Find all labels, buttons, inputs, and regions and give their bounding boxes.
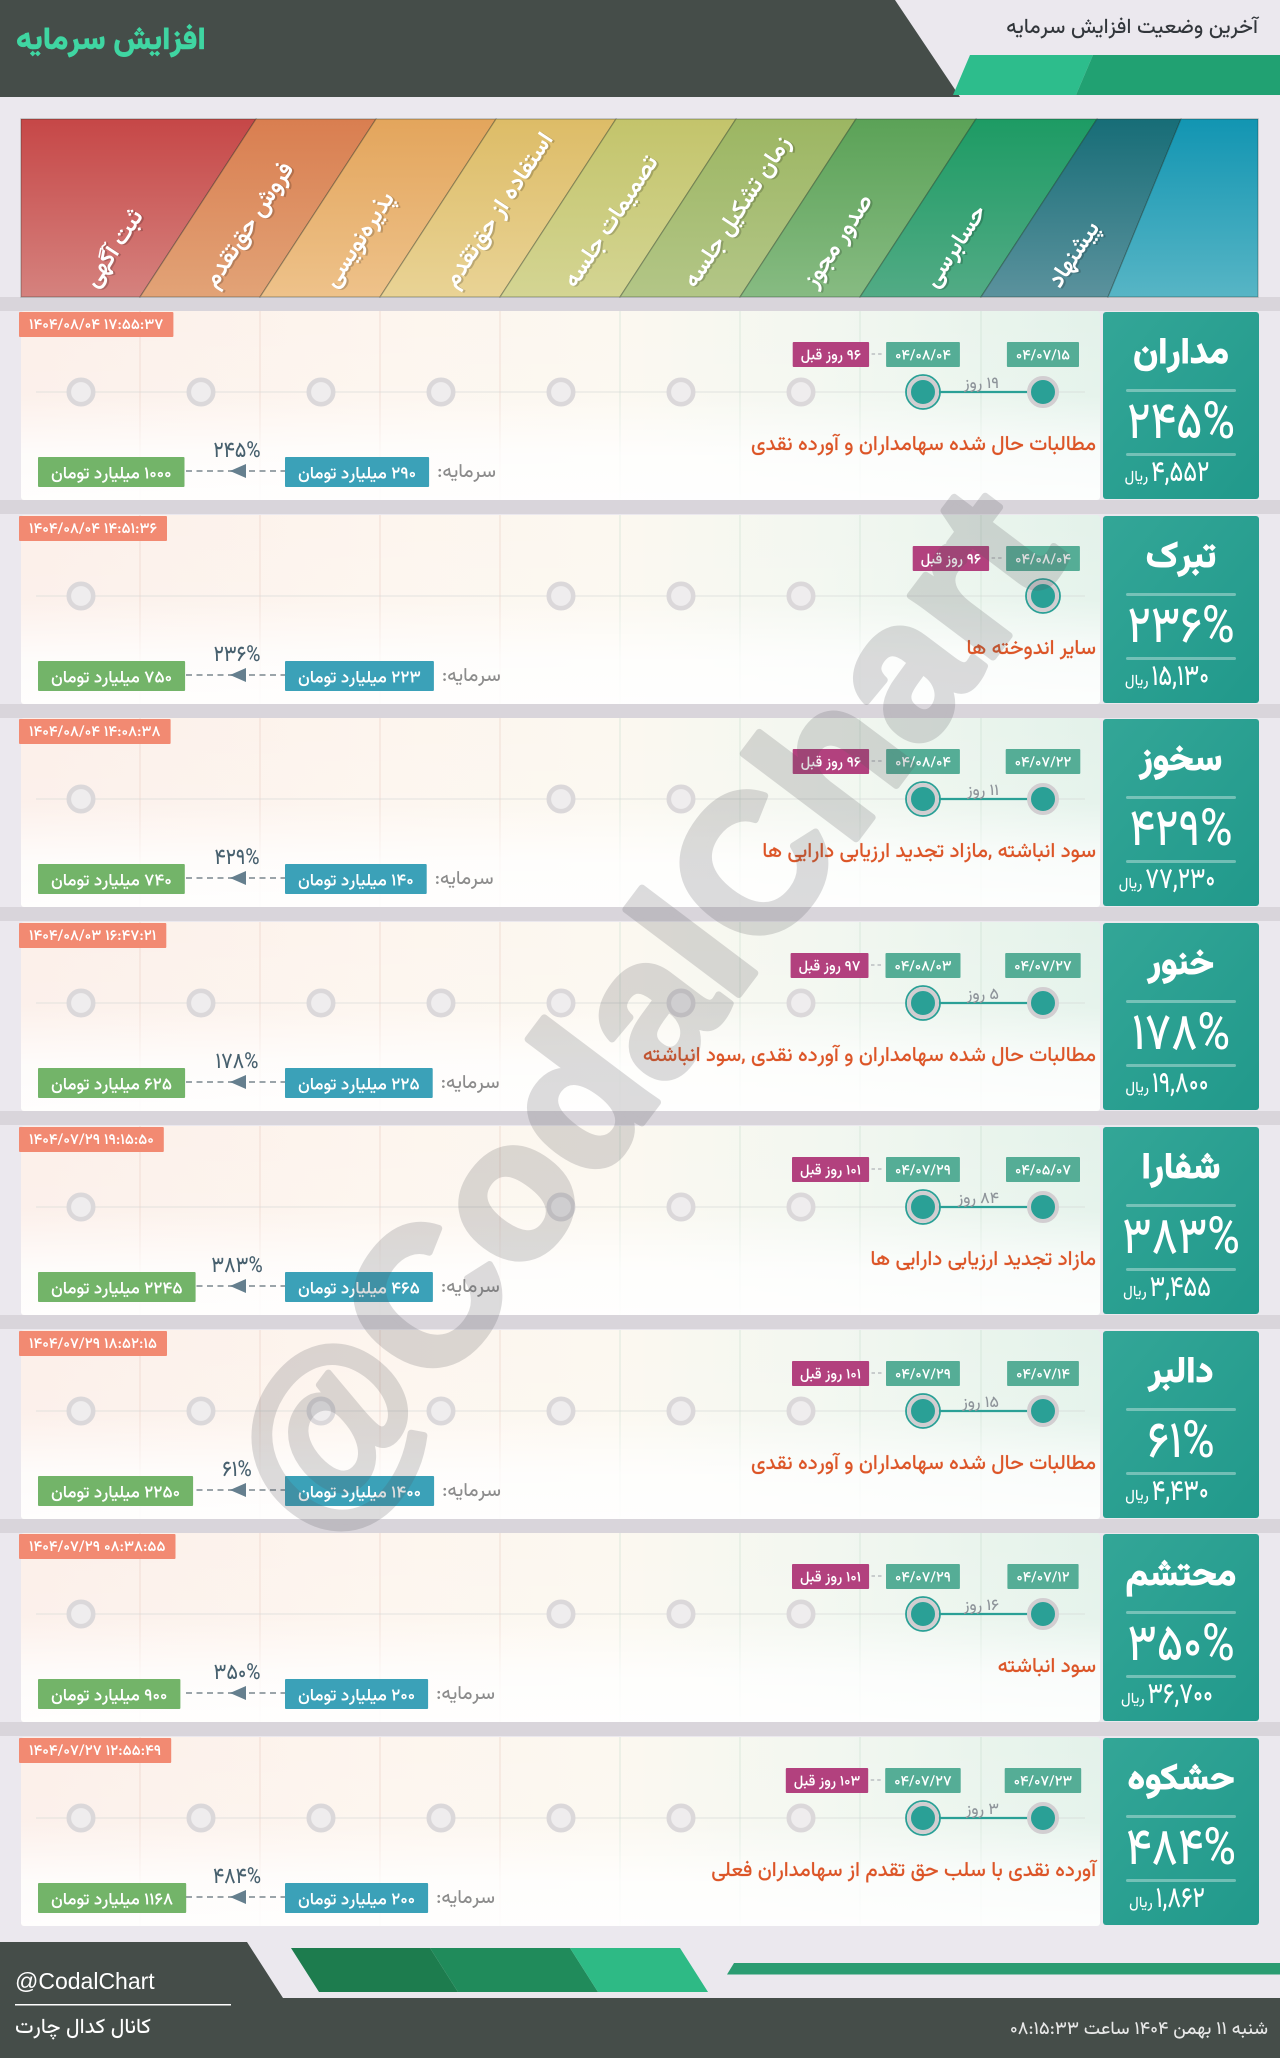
svg-text:@CodalChart: @CodalChart (15, 1968, 155, 1994)
